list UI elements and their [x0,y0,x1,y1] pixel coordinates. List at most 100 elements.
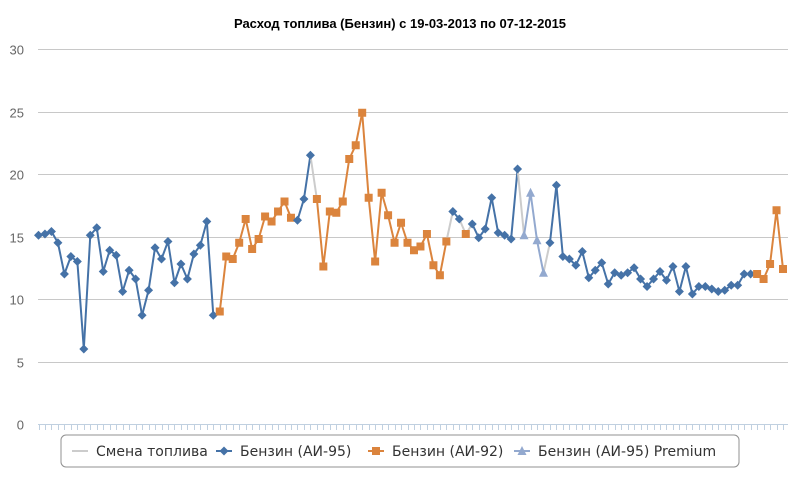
data-point[interactable] [461,230,470,238]
data-point[interactable] [202,217,212,226]
data-point[interactable] [403,238,412,247]
data-point[interactable] [312,195,321,203]
data-point[interactable] [241,215,250,223]
data-point[interactable] [642,282,652,291]
data-point[interactable] [274,207,283,216]
data-point[interactable] [766,260,775,268]
data-point[interactable] [176,259,186,269]
data-point[interactable] [46,227,56,236]
data-point[interactable] [254,235,263,243]
data-point[interactable] [59,269,69,279]
data-point[interactable] [319,262,328,271]
data-point[interactable] [384,211,393,220]
data-point[interactable] [454,214,464,224]
data-point[interactable] [513,164,523,174]
data-point[interactable] [235,238,244,247]
data-point[interactable] [597,258,607,268]
data-point[interactable] [779,265,787,273]
data-point[interactable] [448,207,458,216]
data-point[interactable] [538,267,548,277]
legend-item-a95p[interactable]: Бензин (АИ-95) Premium [514,444,716,460]
data-point[interactable] [124,265,134,275]
data-point[interactable] [603,279,613,289]
data-point[interactable] [299,194,309,204]
data-point[interactable] [248,245,257,253]
data-point[interactable] [753,270,762,278]
data-point[interactable] [733,280,743,290]
legend-item-a92[interactable]: Бензин (АИ-92) [368,444,503,460]
data-point[interactable] [34,230,43,240]
data-point[interactable] [85,230,95,240]
data-point[interactable] [351,141,360,150]
data-point[interactable] [636,274,646,284]
data-point[interactable] [519,230,529,240]
data-point[interactable] [208,310,218,320]
data-point[interactable] [571,260,581,270]
legend-item-a95[interactable]: Бензин (АИ-95) [216,444,351,460]
data-point[interactable] [590,265,600,275]
data-point[interactable] [182,274,192,284]
data-point[interactable] [564,254,574,264]
legend-marker-icon[interactable] [372,447,380,455]
data-point[interactable] [53,238,63,248]
data-point[interactable] [79,344,89,354]
data-point[interactable] [442,237,451,246]
data-point[interactable] [474,233,484,243]
legend-marker-icon[interactable] [219,446,229,456]
data-point[interactable] [500,230,510,240]
data-point[interactable] [267,217,276,226]
data-point[interactable] [371,257,380,266]
data-point[interactable] [623,268,633,278]
data-point[interactable] [137,310,147,320]
data-point[interactable] [551,180,561,190]
data-point[interactable] [772,206,781,215]
data-point[interactable] [345,155,354,163]
data-point[interactable] [726,280,736,290]
data-point[interactable] [222,252,231,261]
data-point[interactable] [577,247,587,256]
data-point[interactable] [72,257,82,266]
data-point[interactable] [332,208,341,217]
data-point[interactable] [169,278,179,288]
data-point[interactable] [390,238,399,247]
data-point[interactable] [584,273,594,283]
data-point[interactable] [422,230,431,238]
data-point[interactable] [397,218,406,227]
data-point[interactable] [720,285,730,295]
data-point[interactable] [305,150,315,160]
data-point[interactable] [157,254,167,264]
data-point[interactable] [338,197,347,206]
data-point[interactable] [98,267,108,276]
data-point[interactable] [131,274,141,284]
data-point[interactable] [377,188,386,197]
data-point[interactable] [358,108,367,117]
data-point[interactable] [480,224,490,234]
data-point[interactable] [681,262,691,271]
data-point[interactable] [694,282,704,291]
data-point[interactable] [111,250,121,260]
data-point[interactable] [92,223,102,233]
data-point[interactable] [292,215,302,225]
data-point[interactable] [286,213,295,222]
data-point[interactable] [118,287,128,296]
data-point[interactable] [674,287,684,296]
data-point[interactable] [655,267,665,276]
data-point[interactable] [668,262,678,271]
data-point[interactable] [416,242,425,251]
data-point[interactable] [195,240,205,250]
data-point[interactable] [215,307,224,316]
data-point[interactable] [144,285,154,295]
data-point[interactable] [629,263,639,273]
data-point[interactable] [280,197,289,206]
data-point[interactable] [364,193,373,202]
data-point[interactable] [467,219,477,229]
legend-item-change[interactable]: Смена топлива [72,444,208,460]
data-point[interactable] [163,237,173,246]
data-point[interactable] [325,207,334,216]
data-point[interactable] [261,212,270,221]
data-point[interactable] [532,235,542,245]
data-point[interactable] [739,269,749,279]
data-point[interactable] [487,193,497,203]
data-point[interactable] [429,261,438,270]
data-point[interactable] [189,249,199,259]
